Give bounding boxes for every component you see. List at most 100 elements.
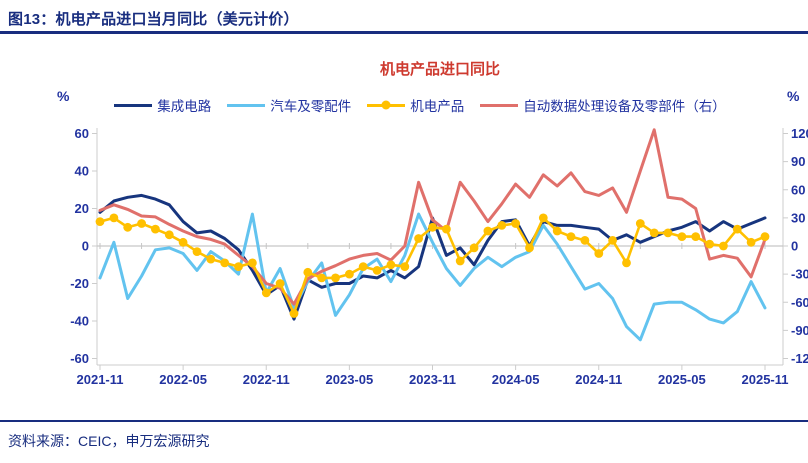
right-axis-tick-label: -60 [791, 295, 808, 310]
series-marker [594, 249, 604, 258]
series-marker [677, 232, 687, 241]
series-marker [746, 237, 756, 247]
x-axis-tick-label: 2024-11 [575, 372, 622, 387]
right-axis-tick-label: -120 [791, 351, 808, 366]
left-axis-tick-label: 40 [75, 164, 89, 179]
series-marker [622, 258, 631, 268]
series-marker [331, 273, 340, 283]
left-axis-tick-label: -40 [70, 314, 89, 329]
series-marker [442, 224, 451, 234]
series-marker [123, 222, 133, 232]
series-marker [303, 267, 313, 277]
series-marker [483, 226, 493, 236]
right-axis-tick-label: 30 [791, 210, 805, 225]
legend-swatch [227, 103, 266, 107]
series-marker [705, 239, 714, 249]
left-axis-tick-label: 20 [75, 201, 89, 216]
series-marker [109, 213, 119, 223]
caption-divider [0, 31, 808, 34]
series-marker [732, 224, 742, 234]
series-marker [372, 266, 382, 275]
series-marker [663, 228, 673, 238]
x-axis-tick-label: 2023-11 [409, 372, 456, 387]
x-axis-tick-label: 2022-05 [159, 372, 207, 387]
series-line-1 [98, 212, 767, 342]
right-axis-tick-label: -30 [791, 267, 808, 282]
right-axis-tick-label: 0 [791, 239, 798, 254]
x-axis-tick-label: 2023-05 [326, 372, 374, 387]
series-marker [635, 219, 645, 228]
x-axis-tick-label: 2024-05 [492, 372, 540, 387]
legend-swatch [114, 103, 153, 107]
legend-item-3: 自动数据处理设备及零部件（右） [480, 95, 726, 115]
legend-label: 机电产品 [410, 99, 465, 114]
right-axis-unit: % [787, 88, 800, 104]
left-axis-unit: % [57, 88, 70, 104]
chart-title: 机电产品进口同比 [379, 61, 500, 78]
figure-caption: 图13：机电产品进口当月同比（美元计价） [8, 11, 299, 28]
series-marker [580, 236, 590, 245]
series-marker [345, 269, 354, 279]
series-line-3 [98, 128, 767, 306]
left-axis-tick-label: -20 [70, 276, 89, 291]
series-marker [317, 273, 327, 283]
legend-item-0: 集成电路 [114, 95, 211, 115]
series-marker [511, 219, 520, 228]
series-marker [649, 228, 659, 238]
x-axis-tick-label: 2025-11 [742, 372, 789, 387]
series-marker [608, 236, 617, 245]
left-axis-tick-label: 0 [82, 239, 89, 254]
series-marker [566, 232, 576, 241]
series-marker [428, 222, 437, 232]
series-marker [192, 247, 202, 256]
right-axis-tick-label: 90 [791, 154, 805, 169]
series-marker [234, 262, 243, 271]
series-marker [497, 221, 507, 230]
series-marker [386, 260, 396, 270]
right-axis-tick-label: 120 [791, 126, 808, 141]
series-marker [414, 234, 423, 243]
left-axis-tick-label: 60 [75, 126, 89, 141]
series-marker [95, 217, 105, 226]
series-marker [358, 262, 368, 271]
series-marker [455, 256, 465, 266]
series-marker [719, 241, 728, 251]
series-marker [289, 309, 299, 318]
legend-item-2: 机电产品 [367, 95, 464, 115]
chart-legend: 集成电路 汽车及零配件 机电产品 自动数据处理设备及零部件（右） [46, 95, 794, 115]
legend-swatch [367, 100, 406, 110]
legend-swatch [480, 103, 519, 107]
series-marker [206, 254, 216, 264]
series-marker [469, 243, 479, 253]
series-marker [552, 226, 562, 236]
right-axis-tick-label: -90 [791, 323, 808, 338]
legend-marker-dot [381, 100, 391, 110]
series-marker [760, 232, 770, 241]
series-marker [400, 262, 410, 271]
left-axis-tick-label: -60 [70, 351, 89, 366]
legend-label: 集成电路 [157, 99, 212, 114]
series-marker [248, 258, 257, 268]
legend-label: 自动数据处理设备及零部件（右） [523, 99, 726, 114]
series-marker [691, 232, 701, 241]
line-chart-plot-area: 6040200-20-40-601209060300-30-60-90-1202… [70, 126, 808, 387]
series-marker [164, 230, 174, 240]
series-line-0 [98, 193, 767, 321]
right-axis-tick-label: 60 [791, 182, 805, 197]
footer-divider [0, 420, 808, 422]
series-marker [525, 243, 534, 253]
series-marker [220, 258, 230, 268]
data-source: 资料来源：CEIC，申万宏源研究 [8, 433, 210, 449]
series-marker [137, 219, 147, 228]
series-marker [538, 213, 548, 223]
x-axis-tick-label: 2021-11 [77, 372, 124, 387]
x-axis-tick-label: 2022-11 [243, 372, 290, 387]
x-axis-tick-label: 2025-05 [658, 372, 706, 387]
series-marker [275, 279, 285, 288]
series-marker [151, 224, 160, 234]
series-marker [261, 288, 271, 298]
legend-label: 汽车及零配件 [270, 99, 352, 114]
series-marker [178, 237, 188, 247]
legend-item-1: 汽车及零配件 [227, 95, 351, 115]
